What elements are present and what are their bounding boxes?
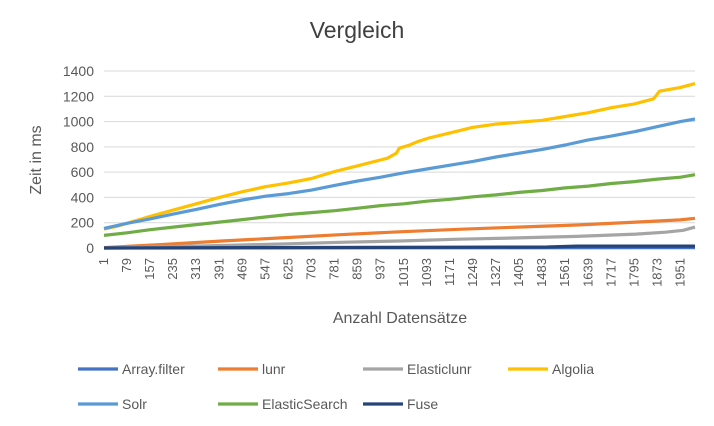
x-tick-label: 547	[257, 258, 272, 280]
legend: Array.filter lunr Elasticlunr Algolia Solr El…	[78, 361, 594, 412]
x-tick-label: 235	[165, 258, 180, 280]
x-tick-label: 1171	[442, 258, 457, 286]
x-tick-label: 1327	[488, 258, 503, 287]
series-line-elasticlunr	[103, 225, 696, 250]
x-tick-label: 1873	[649, 258, 664, 287]
legend-label: Array.filter	[122, 361, 185, 377]
x-tick-label: 1561	[557, 258, 572, 287]
x-tick-label: 1093	[419, 258, 434, 287]
y-axis-ticks: 0 200 400 600 800 1000 1200 1400	[63, 63, 94, 256]
x-tick-label: 1483	[534, 258, 549, 287]
x-tick-label: 313	[188, 258, 203, 280]
y-tick-label: 200	[71, 215, 95, 231]
y-tick-label: 800	[71, 139, 95, 155]
x-axis-ticks: 1 79 157 235 313 391 469 547 625 703 781 859 937 1015…	[96, 258, 688, 287]
y-tick-label: 1000	[63, 114, 94, 130]
x-tick-label: 1639	[580, 258, 595, 287]
legend-label: Algolia	[552, 361, 594, 377]
series-line-elasticsearch	[103, 173, 696, 237]
x-tick-label: 781	[327, 258, 342, 280]
series-line-solr	[103, 117, 696, 230]
legend-label: Solr	[122, 396, 147, 412]
y-tick-label: 1200	[63, 88, 94, 104]
y-tick-label: 1400	[63, 63, 94, 79]
legend-item: Algolia	[508, 361, 594, 377]
series-lines	[103, 82, 696, 250]
legend-item: Fuse	[363, 396, 438, 412]
x-tick-label: 1	[96, 258, 111, 265]
x-tick-label: 703	[304, 258, 319, 280]
y-axis-label: Zeit in ms	[28, 125, 45, 194]
x-tick-label: 1405	[511, 258, 526, 287]
legend-label: Fuse	[407, 396, 438, 412]
y-tick-label: 400	[71, 189, 95, 205]
x-tick-label: 1951	[673, 258, 688, 287]
legend-label: Elasticlunr	[407, 361, 472, 377]
series-line-algolia	[103, 82, 696, 231]
gridlines	[104, 70, 695, 249]
x-tick-label: 937	[373, 258, 388, 280]
x-tick-label: 1795	[626, 258, 641, 287]
x-tick-label: 1717	[603, 258, 618, 287]
series-line-lunr	[103, 216, 696, 250]
legend-item: Solr	[78, 396, 147, 412]
legend-item: Array.filter	[78, 361, 185, 377]
x-axis-label: Anzahl Datensätze	[333, 310, 467, 327]
x-tick-label: 859	[350, 258, 365, 280]
series-line-fuse	[103, 244, 695, 250]
x-tick-label: 625	[280, 258, 295, 280]
x-tick-label: 79	[119, 258, 134, 272]
x-tick-label: 157	[142, 258, 157, 280]
legend-item: ElasticSearch	[218, 396, 348, 412]
legend-item: Elasticlunr	[363, 361, 472, 377]
y-tick-label: 0	[86, 240, 94, 256]
x-tick-label: 1015	[396, 258, 411, 287]
y-tick-label: 600	[71, 164, 95, 180]
x-tick-label: 469	[234, 258, 249, 280]
legend-item: lunr	[218, 361, 286, 377]
legend-label: lunr	[262, 361, 286, 377]
chart-title: Vergleich	[310, 17, 405, 43]
x-tick-label: 1249	[465, 258, 480, 287]
legend-label: ElasticSearch	[262, 396, 348, 412]
x-tick-label: 391	[211, 258, 226, 280]
